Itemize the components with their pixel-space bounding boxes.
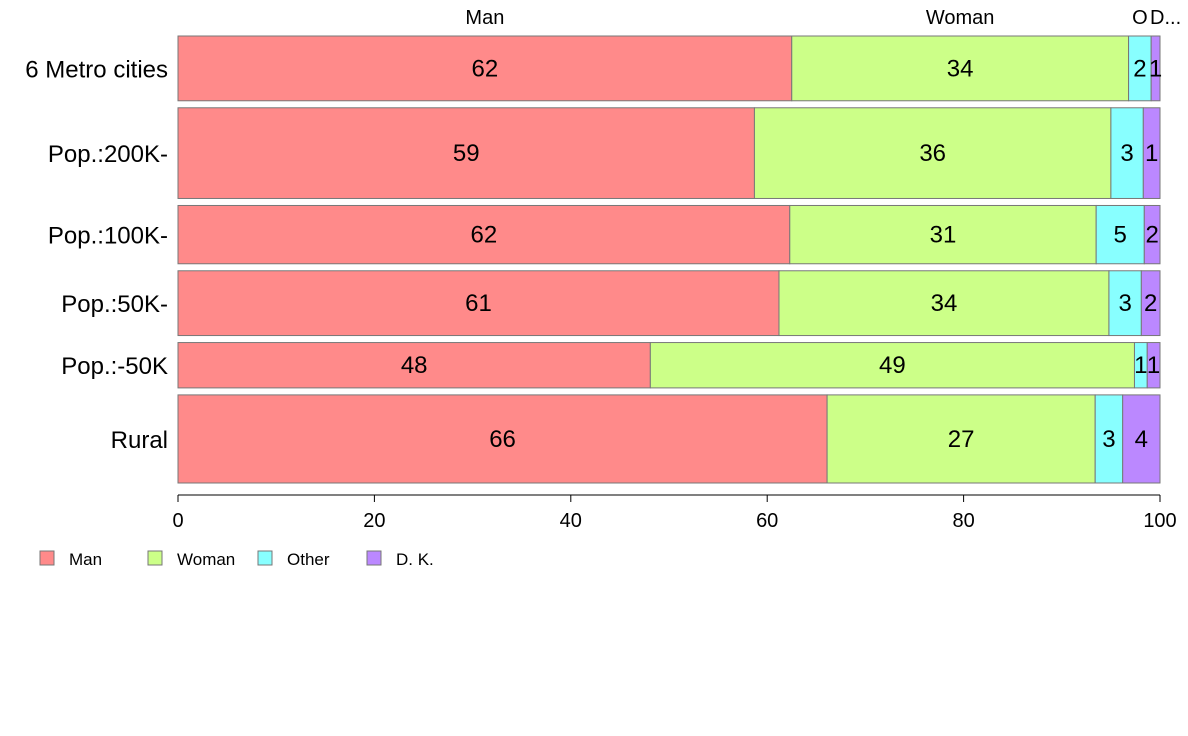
bar-6-metro-cities-man [177, 35, 793, 102]
category-label: 6 Metro cities [25, 56, 168, 83]
bar-6-metro-cities-woman [791, 35, 1130, 102]
legend-swatch-other [257, 550, 273, 566]
data-label: 2 [1133, 55, 1146, 82]
legend-label-woman: Woman [177, 550, 235, 569]
legend-swatch-woman [147, 550, 163, 566]
legend-label-other: Other [287, 550, 330, 569]
data-label: 31 [930, 222, 957, 249]
data-label: 34 [947, 55, 974, 82]
x-tick-label: 80 [952, 510, 974, 532]
data-label: 59 [453, 140, 480, 167]
data-label: 61 [465, 290, 492, 317]
x-tick-label: 60 [756, 510, 778, 532]
legend: Man Woman Other D. K. [39, 550, 434, 569]
data-label: 3 [1102, 426, 1115, 453]
legend-label-man: Man [69, 550, 102, 569]
category-label: Rural [111, 427, 168, 454]
y-axis-labels: 6 Metro cities Pop.:200K- Pop.:100K- Pop.:5… [25, 56, 168, 454]
bar-rural-man [177, 394, 828, 484]
data-label: 5 [1114, 222, 1127, 249]
bar-pop-50k-woman [778, 270, 1110, 337]
data-label: 62 [472, 55, 499, 82]
data-label: 1 [1147, 352, 1160, 379]
top-labels: Man Woman O D... [465, 7, 1181, 29]
x-tick-label: 0 [172, 510, 183, 532]
legend-label-d-k: D. K. [396, 550, 434, 569]
category-label: Pop.:200K- [48, 141, 168, 168]
bar-pop-200k-woman [753, 107, 1112, 199]
bar-pop-50k-d-k [1146, 342, 1161, 389]
bar-pop-200k-other [1110, 107, 1144, 199]
data-label: 34 [931, 290, 958, 317]
bar-rural-d-k [1122, 394, 1161, 484]
data-label: 48 [401, 352, 428, 379]
data-label: 62 [471, 222, 498, 249]
data-label: 27 [948, 426, 975, 453]
data-label: 66 [489, 426, 516, 453]
top-label-other: O [1132, 7, 1148, 29]
top-label-d-k: D... [1150, 7, 1181, 29]
data-label: 2 [1144, 290, 1157, 317]
bars-layer: 62 34 2 159 36 3 162 31 5 261 34 3 248 49 1 166 27 3 4 [177, 35, 1162, 484]
bar-pop-50k-woman [649, 342, 1135, 389]
category-label: Pop.:50K- [61, 291, 168, 318]
legend-swatch-man [39, 550, 55, 566]
bar-6-metro-cities-d-k [1150, 35, 1161, 102]
bar-pop-100k-man [177, 204, 791, 265]
bar-pop-100k-d-k [1143, 204, 1161, 265]
x-tick-label: 20 [363, 510, 385, 532]
top-label-man: Man [465, 7, 504, 29]
data-label: 3 [1118, 290, 1131, 317]
data-label: 3 [1120, 140, 1133, 167]
x-axis: 0 20 40 60 80 100 [172, 494, 1177, 532]
bar-rural-woman [826, 394, 1096, 484]
data-label: 1 [1149, 55, 1162, 82]
bar-pop-200k-d-k [1142, 107, 1161, 199]
bar-pop-50k-man [177, 342, 651, 389]
data-label: 1 [1134, 352, 1147, 379]
bar-pop-50k-d-k [1140, 270, 1161, 337]
bar-pop-100k-other [1095, 204, 1145, 265]
category-label: Pop.:-50K [61, 353, 168, 380]
bar-rural-other [1094, 394, 1124, 484]
bar-pop-50k-man [177, 270, 780, 337]
data-label: 4 [1135, 426, 1148, 453]
legend-swatch-d-k [366, 550, 382, 566]
x-tick-label: 40 [560, 510, 582, 532]
bar-pop-200k-man [177, 107, 755, 199]
top-label-woman: Woman [926, 7, 995, 29]
data-label: 2 [1145, 222, 1158, 249]
bar-pop-100k-woman [789, 204, 1097, 265]
data-label: 36 [919, 140, 946, 167]
x-tick-label: 100 [1143, 510, 1176, 532]
data-label: 49 [879, 352, 906, 379]
data-label: 1 [1145, 140, 1158, 167]
category-label: Pop.:100K- [48, 223, 168, 250]
